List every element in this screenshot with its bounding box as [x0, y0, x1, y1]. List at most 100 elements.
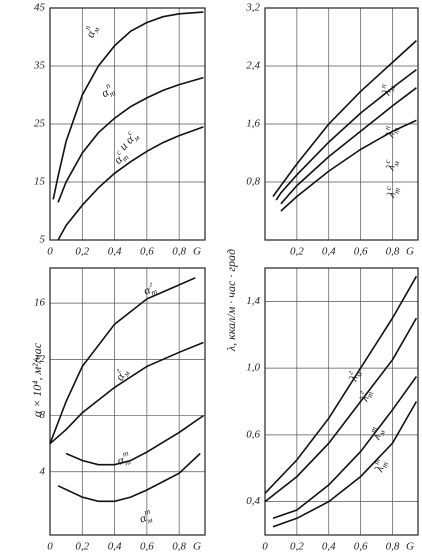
y-tick-label: 12	[34, 353, 46, 365]
plot-frame	[49, 267, 206, 536]
curve	[57, 452, 201, 503]
label-subscript: т	[380, 461, 390, 469]
curve-label: αтг	[141, 278, 159, 299]
label-text: α	[141, 282, 152, 298]
label-superscript: т	[371, 457, 381, 465]
y-tick-label: 1,4	[246, 295, 260, 307]
y-axis-title: α × 10⁴, м²/час	[30, 342, 44, 417]
label-subscript: м	[376, 429, 386, 438]
label-text: λ	[356, 394, 371, 404]
x-tick-label: 0,6	[140, 541, 154, 553]
curve-label: αтт	[114, 448, 132, 469]
label-text: λ	[368, 432, 383, 442]
y-tick-label: 5	[40, 234, 46, 246]
y-tick-label: 8	[40, 409, 46, 421]
curve	[272, 376, 418, 520]
x-tick-label: 0,4	[108, 541, 122, 553]
x-tick-label: 0	[47, 246, 53, 258]
x-tick-label: 0,8	[172, 246, 186, 258]
label-text: α	[115, 452, 126, 468]
label-superscript: с	[114, 148, 123, 157]
label-subscript: т	[392, 186, 402, 194]
label-text: λ	[345, 373, 360, 383]
label-superscript: т	[121, 448, 130, 459]
curve-label: λмс	[380, 157, 401, 173]
x-tick-label: 0,6	[354, 246, 368, 258]
curve-label: λмт	[366, 425, 387, 442]
curve-label: αмг	[110, 365, 131, 384]
label-text: α	[137, 510, 148, 526]
x-tick-label: 0,8	[172, 541, 186, 553]
x-axis-title: G	[193, 541, 201, 553]
x-tick-label: 0	[262, 541, 268, 553]
y-tick-label: 1,6	[246, 118, 260, 130]
y-tick-label: 16	[34, 297, 46, 309]
x-tick-label: 0,2	[290, 541, 304, 553]
label-subscript: т	[108, 88, 118, 99]
label-superscript: т	[368, 425, 378, 433]
curve	[275, 68, 417, 201]
y-tick-label: 0,6	[246, 428, 260, 440]
label-subscript: м	[121, 369, 132, 379]
label-text: λ	[371, 464, 386, 474]
x-tick-label: 0	[47, 541, 53, 553]
label-text: λ	[383, 190, 398, 200]
curve-label: αтс и αмс	[105, 127, 145, 168]
x-tick-label: 0,2	[290, 246, 304, 258]
label-subscript: м	[131, 133, 142, 144]
label-superscript: с	[383, 185, 393, 192]
plot-frame	[264, 267, 419, 536]
curve-label: αмт	[137, 506, 155, 527]
y-tick-label: 25	[34, 118, 46, 130]
y-tick-label: 15	[34, 176, 46, 188]
x-tick-label: 0,8	[386, 541, 400, 553]
label-text: λ	[382, 130, 397, 140]
curve-label: λмп	[376, 82, 397, 98]
y-tick-label: 0,4	[246, 495, 260, 507]
plot-frame	[49, 7, 206, 241]
y-axis-title: λ, ккал/м · час · град	[224, 249, 238, 352]
y-tick-label: 0,8	[246, 176, 260, 188]
curve	[49, 277, 196, 444]
curve-label: λтт	[369, 457, 390, 475]
label-superscript: г	[356, 389, 366, 395]
label-superscript: г	[113, 367, 122, 374]
x-tick-label: 0,6	[140, 246, 154, 258]
label-subscript: м	[91, 26, 101, 35]
x-tick-label: 0,2	[75, 541, 89, 553]
label-text: α	[82, 28, 97, 39]
x-axis-title: G	[193, 246, 201, 258]
x-tick-label: 0,4	[322, 541, 336, 553]
curve	[57, 126, 204, 241]
curve	[280, 119, 417, 212]
label-superscript: г	[345, 370, 355, 376]
label-superscript: т	[143, 506, 152, 517]
y-tick-label: 45	[34, 2, 46, 14]
x-tick-label: 0,6	[354, 541, 368, 553]
curve-label: λмг	[343, 368, 364, 384]
label-superscript: с	[125, 128, 134, 137]
curve	[49, 341, 204, 445]
curve	[272, 40, 417, 197]
label-subscript: м	[145, 515, 154, 526]
label-superscript: п	[378, 83, 388, 90]
x-axis-title: G	[406, 246, 414, 258]
x-tick-label: 0,8	[386, 246, 400, 258]
x-tick-label: 0,4	[322, 246, 336, 258]
x-axis-title: G	[406, 541, 414, 553]
curve	[65, 414, 204, 466]
label-superscript: г	[148, 279, 154, 289]
label-superscript: п	[104, 81, 112, 91]
plot-frame	[264, 7, 419, 241]
curve	[264, 275, 418, 494]
y-tick-label: 3,2	[245, 2, 260, 14]
label-subscript: т	[150, 287, 159, 298]
label-text: λ	[382, 162, 397, 172]
curve	[52, 11, 204, 200]
label-subscript: т	[365, 390, 375, 398]
y-tick-label: 2,4	[246, 60, 260, 72]
label-superscript: с	[382, 158, 392, 165]
curve-label: αмп	[81, 23, 102, 39]
curve	[280, 87, 417, 205]
curve-label: λтг	[354, 387, 375, 404]
